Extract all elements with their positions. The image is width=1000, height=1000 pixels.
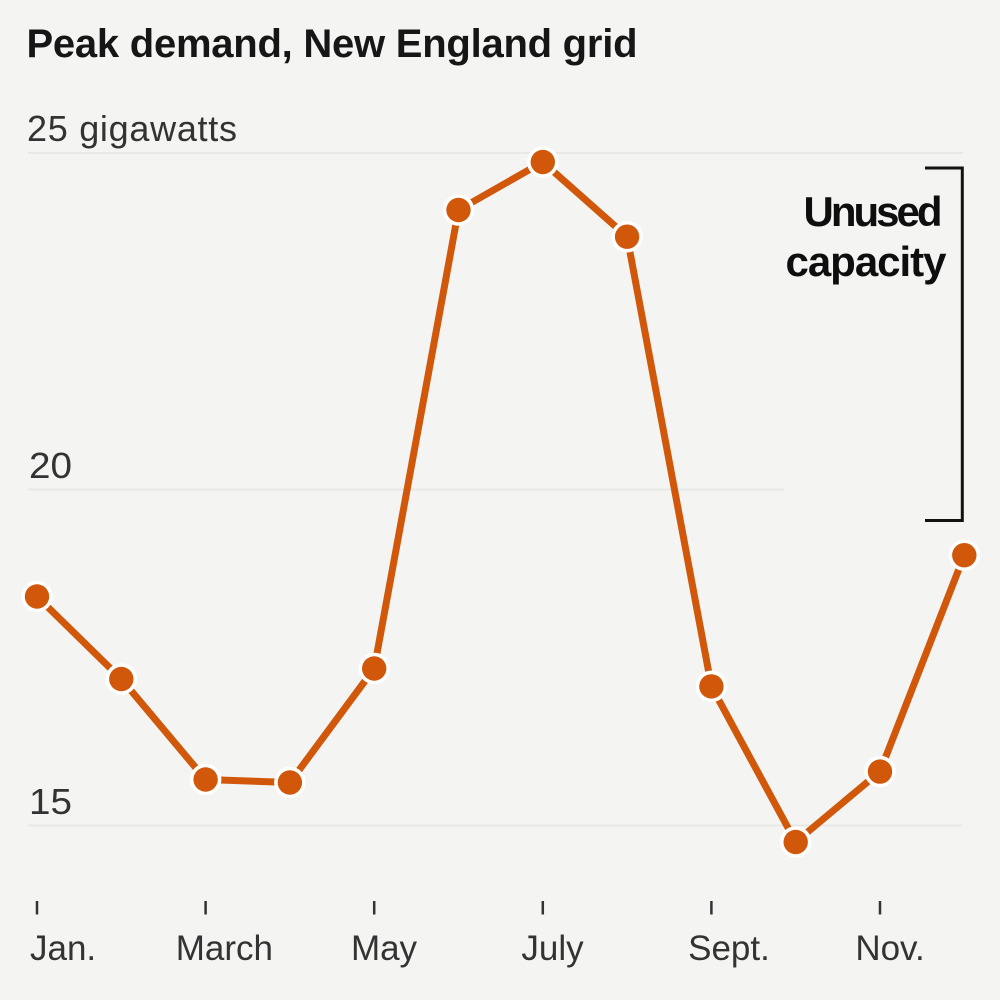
svg-text:March: March [176,929,273,968]
svg-text:Sept.: Sept. [688,929,770,968]
svg-text:Peak demand, New England grid: Peak demand, New England grid [27,22,638,66]
svg-text:May: May [351,929,418,968]
svg-text:capacity: capacity [786,238,948,285]
svg-text:Nov.: Nov. [855,929,924,968]
svg-text:Jan.: Jan. [30,929,96,968]
svg-text:15: 15 [29,781,72,822]
svg-text:July: July [521,929,584,968]
svg-text:25 gigawatts: 25 gigawatts [27,108,237,149]
svg-text:20: 20 [29,445,72,486]
svg-text:Unused: Unused [804,188,943,235]
